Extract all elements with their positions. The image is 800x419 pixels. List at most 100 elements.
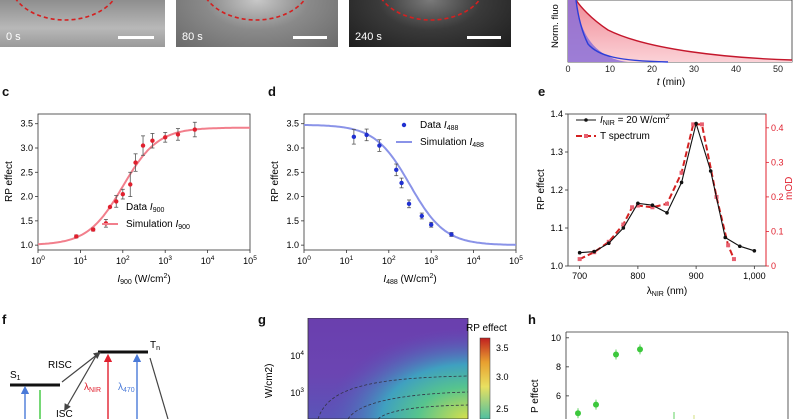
y-axis-label: RP effect [536,169,547,210]
panel-b-decay-plot: 0 10 20 30 40 50 t (min) Norm. fluo [550,0,793,88]
data-point [114,199,119,204]
panel-letter-e: e [538,84,546,99]
scale-bar-80s [293,36,327,39]
data-point [377,143,382,148]
b-xtick-5: 50 [773,64,783,74]
ytick-right-label: 0.1 [771,226,784,236]
ytick-label: 3.5 [20,119,33,129]
legend-t-label: T spectrum [600,131,650,142]
ytick-label: 1.5 [20,216,33,226]
b-xtick-4: 40 [731,64,741,74]
plot-frame [37,113,251,251]
ytick-right-label: 0.2 [771,192,784,202]
rp-line [579,121,755,254]
t-spectrum-point [650,205,655,210]
contour-1 [317,375,469,419]
risc-arrow [61,351,101,383]
legend-marker-data [401,122,407,128]
ytick-label: 2.0 [20,192,33,202]
xtick-label: 101 [340,255,354,266]
ytick-right-label: 0 [771,261,776,271]
xtick-label: 100 [297,255,311,266]
xtick-label: 101 [74,255,88,266]
s1-label: S1 [10,370,21,382]
g-ytick-10^4: 104 [290,350,304,361]
contour-3 [377,404,469,419]
xtick-label: 105 [243,255,257,266]
data-point [175,132,181,137]
rp-point [636,201,640,206]
ytick-label: 1.1 [550,223,563,233]
blue-decay-curve [575,0,669,63]
rp-point [752,249,757,253]
t-spectrum-point [630,205,635,210]
data-point [163,135,168,140]
cb-tick-3.0: 3.0 [496,372,509,382]
b-xtick-3: 30 [689,64,699,74]
data-point [399,180,404,186]
rp-point [621,226,626,230]
isc-arrow [64,355,97,412]
data-point [613,351,619,358]
ytick-right-label: 0.3 [771,157,784,167]
ytick-label: 1.5 [286,216,299,226]
dashed-circle-80s [206,0,327,39]
panel-f-energy-diagram: S1 Tn RISC ISC λNIR λ470 [10,340,169,419]
scale-bar-240s [467,36,501,39]
red-decay-curve [575,0,793,61]
rp-point [723,235,728,240]
heatmap-frame [307,318,469,419]
t-spectrum-point [726,243,731,248]
legend-marker-t-dot [584,134,588,138]
dashed-circle-0s [15,0,154,39]
xtick-label: 102 [382,255,396,266]
xtick-label: 700 [572,271,587,281]
t-spectrum-point [621,222,626,227]
simulation-curve [37,126,250,246]
x-axis-label: I900 (W/cm2) [117,273,170,286]
ytick-label: 1.2 [550,185,563,195]
rp-point [737,244,742,249]
xtick-label: 900 [689,271,704,281]
panel-e-chart: 700 800 900 1,000 1.0 1.1 1.2 1.3 1.4 0 0.1 0.2 0.3 0… [536,109,795,298]
contour-2 [347,391,469,419]
panel-letter-d: d [268,84,276,99]
ytick-right-label: 0.4 [771,123,784,133]
cb-tick-3.5: 3.5 [496,343,509,353]
b-ylabel: Norm. fluo [550,4,561,48]
legend-marker-rp-dot [584,118,588,122]
t-spectrum-point [699,122,704,127]
xtick-label: 104 [201,255,215,266]
x-axis-label: λNIR (nm) [647,286,687,298]
legend-sim-label: Simulation I900 [126,219,190,231]
panel-d-chart: 100 101 102 103 104 105 1.0 1.5 2.0 2.5 3.0 3.5 I488… [270,113,523,286]
panel-letter-h: h [528,312,536,327]
ytick-label: 1.4 [550,109,563,119]
plot-frame [567,113,767,267]
legend-rp-label: INIR = 20 W/cm2 [600,114,670,127]
heatmap-hotspot [308,318,468,419]
cb-tick-2.5: 2.5 [496,404,509,414]
b-xtick-0: 0 [565,64,570,74]
ytick-label: 1.0 [20,240,33,250]
xtick-label: 104 [467,255,481,266]
isc-label: ISC [56,409,73,419]
xtick-label: 105 [509,255,523,266]
data-point [394,167,399,173]
colorbar [479,337,491,419]
t-spectrum-point [731,257,736,262]
time-label-80s: 80 s [182,31,203,43]
micrograph-240s: 240 s [349,0,511,47]
ytick-label: 8 [556,362,561,372]
lambda-nir-label: λNIR [84,382,101,394]
panel-b-xticks: 0 10 20 30 40 50 [565,64,783,74]
plot-frame [303,113,517,251]
rp-point [606,241,611,245]
rp-point [592,249,597,254]
y-axis-label: RP effect [270,161,281,202]
data-point [593,401,599,408]
b-xtick-2: 20 [647,64,657,74]
micrograph-0s: 0 s [0,0,165,47]
micrograph-80s: 80 s [176,0,338,47]
t-spectrum-point [635,203,640,208]
